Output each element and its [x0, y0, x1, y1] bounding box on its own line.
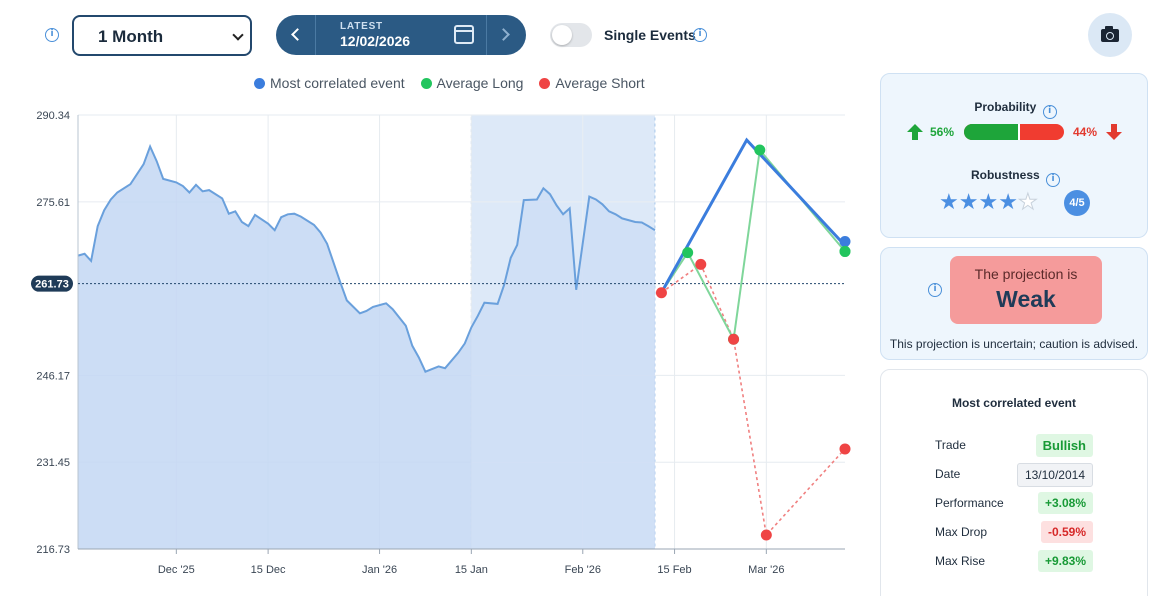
probability-bar-fill	[964, 124, 1020, 140]
single-events-info-icon[interactable]: i	[693, 28, 707, 42]
y-tick-label: 246.17	[36, 370, 70, 382]
legend-dot	[254, 78, 265, 89]
x-tick-label: Dec '25	[158, 564, 195, 576]
history-line	[77, 143, 656, 373]
probability-panel: Probability i 56% 44% Robustness i ★★★★★…	[880, 73, 1148, 238]
event-row-value: Bullish	[1035, 434, 1093, 457]
current-value-badge	[31, 275, 73, 292]
most-correlated-point	[839, 236, 851, 248]
projection-strength: Weak	[996, 286, 1056, 312]
event-row-label: Date	[935, 467, 961, 481]
history-area	[78, 146, 655, 549]
robustness-score-badge: 4/5	[1064, 190, 1090, 216]
legend-label: Average Short	[555, 75, 645, 91]
event-row-value: 13/10/2014	[1016, 463, 1093, 487]
price-chart[interactable]: 290.34 275.61 246.17 231.45 216.73 261.73 Dec …	[0, 100, 860, 590]
x-tick-label: 15 Feb	[657, 564, 691, 576]
correlated-event-title: Most correlated event	[951, 396, 1077, 410]
average-long-point	[754, 144, 766, 156]
arrow-up-icon	[907, 124, 923, 140]
legend-item-average-long[interactable]: Average Long	[420, 75, 524, 91]
chart-legend: Most correlated event Average Long Avera…	[254, 75, 657, 91]
period-select-value: 1 Month	[98, 27, 164, 46]
probability-bar	[964, 124, 1064, 140]
star-icon: ★	[958, 190, 979, 215]
date-caption: LATEST	[340, 21, 383, 32]
legend-label: Average Long	[436, 75, 524, 91]
average-short-point	[839, 443, 851, 455]
date-navigator: LATEST 12/02/2026	[276, 15, 526, 55]
projection-panel: i The projection is Weak This projection…	[880, 247, 1148, 360]
period-select[interactable]: 1 Month	[72, 15, 252, 56]
projection-caption: The projection is	[974, 266, 1078, 282]
toggle-knob	[552, 25, 572, 45]
average-long-point	[682, 247, 694, 259]
y-tick-label: 290.34	[36, 110, 70, 122]
star-icon: ★	[1017, 190, 1038, 215]
projection-strength-box: The projection is Weak	[950, 256, 1102, 324]
x-tick-label: Jan '26	[362, 564, 397, 576]
x-tick-label: 15 Dec	[251, 564, 286, 576]
star-icon: ★	[978, 190, 999, 215]
legend-dot	[420, 78, 432, 89]
most-correlated-line	[660, 137, 847, 294]
average-long-end-point	[839, 245, 851, 257]
probability-info-icon[interactable]: i	[1042, 105, 1057, 119]
probability-title: Probability i	[881, 100, 1147, 119]
x-tick-label: Feb '26	[565, 564, 601, 576]
projection-info-icon[interactable]: i	[928, 283, 942, 297]
projection-note: This projection is uncertain; caution is…	[889, 337, 1139, 351]
date-value: 12/02/2026	[340, 33, 411, 49]
average-short-point	[728, 333, 740, 345]
legend-item-most-correlated[interactable]: Most correlated event	[254, 75, 405, 91]
chevron-down-icon	[232, 29, 244, 41]
event-row-value: +9.83%	[1037, 550, 1093, 572]
event-row-label: Max Drop	[935, 525, 988, 539]
event-row-label: Performance	[935, 496, 1004, 510]
camera-icon	[1101, 26, 1119, 42]
probability-up-pct: 56%	[930, 125, 955, 139]
legend-item-average-short[interactable]: Average Short	[539, 75, 645, 91]
highlight-overlay	[471, 115, 655, 549]
robustness-info-icon[interactable]: i	[1046, 173, 1061, 187]
chevron-left-icon	[291, 28, 304, 41]
calendar-icon[interactable]	[454, 25, 474, 44]
correlated-event-panel: Most correlated event Trade Bullish Date 13…	[880, 369, 1148, 596]
period-info-icon[interactable]: i	[45, 28, 59, 42]
projection-start-point	[655, 287, 667, 299]
single-events-label: Single Events	[604, 27, 696, 43]
star-icon: ★	[939, 190, 959, 215]
arrow-down-icon	[1106, 124, 1122, 140]
screenshot-button[interactable]	[1088, 13, 1132, 57]
event-row-value: +3.08%	[1037, 492, 1093, 514]
star-icon: ★	[998, 190, 1018, 215]
current-value-label: 261.73	[35, 279, 69, 291]
next-date-button[interactable]	[486, 15, 526, 55]
average-short-point	[760, 529, 772, 541]
robustness-title: Robustness i	[881, 168, 1147, 187]
average-short-line	[660, 263, 846, 537]
chevron-right-icon	[497, 28, 510, 41]
average-short-point	[695, 258, 707, 270]
previous-date-button[interactable]	[276, 15, 316, 55]
legend-dot	[539, 78, 551, 89]
y-tick-label: 275.61	[36, 197, 70, 209]
event-row-label: Max Rise	[935, 554, 986, 568]
legend-label: Most correlated event	[270, 75, 405, 91]
x-tick-label: 15 Jan	[455, 564, 488, 576]
single-events-toggle[interactable]	[550, 23, 592, 47]
event-row-value: -0.59%	[1040, 521, 1093, 543]
robustness-stars: ★★★★★	[939, 190, 1038, 215]
probability-down-pct: 44%	[1073, 125, 1098, 139]
x-tick-label: Mar '26	[748, 564, 784, 576]
event-row-label: Trade	[935, 438, 966, 452]
y-tick-label: 216.73	[36, 544, 70, 556]
y-tick-label: 231.45	[36, 457, 70, 469]
